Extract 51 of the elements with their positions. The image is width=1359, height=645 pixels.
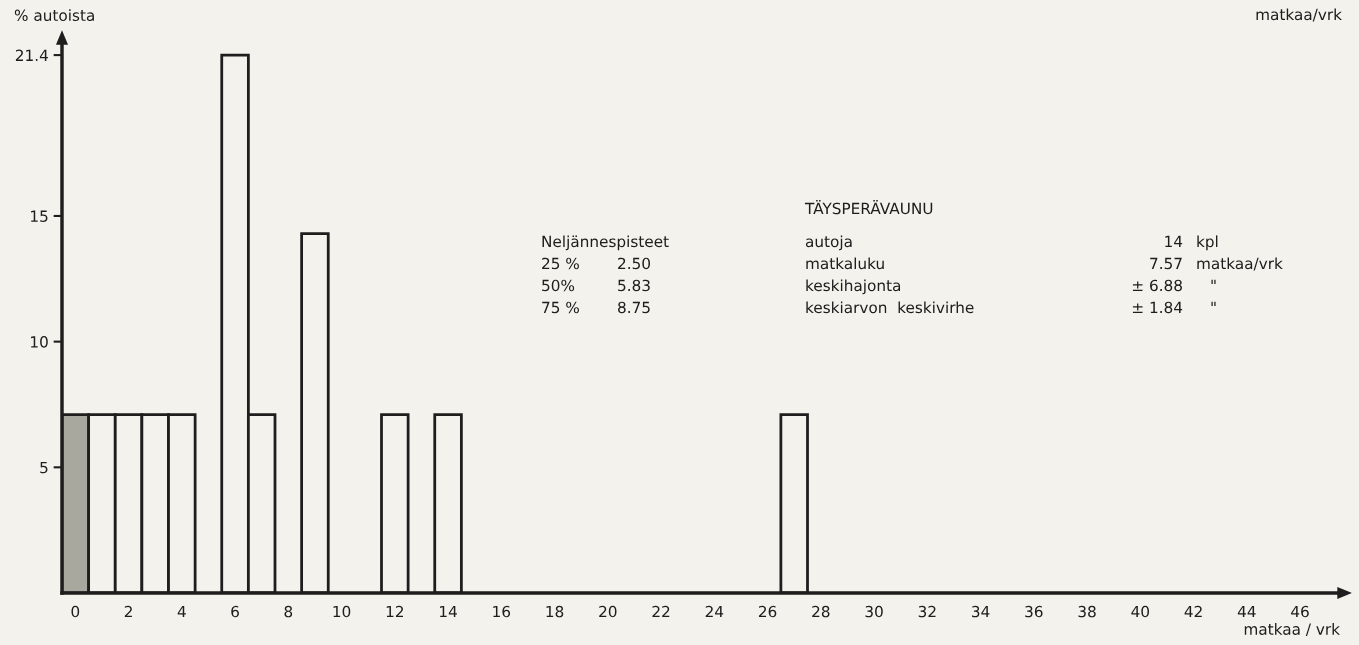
annotation: 8.75: [618, 301, 650, 314]
annotation: matkaluku: [806, 257, 884, 270]
annotation: 7.57: [1150, 257, 1182, 270]
annotation: keskiarvon keskivirhe: [806, 301, 974, 314]
text: TÄYSPERÄVAUNU: [804, 200, 933, 215]
annotation: ± 1.84: [1132, 301, 1183, 314]
x-tick-label: 10: [333, 605, 351, 618]
x-tick-label: 2: [124, 605, 132, 618]
annotation: 50%: [542, 279, 575, 292]
x-tick-label: 14: [440, 605, 457, 618]
y-axis-title: % autoista: [14, 9, 94, 22]
annotation: 25 %: [542, 257, 579, 270]
x-tick-label: 24: [705, 605, 724, 618]
x-tick-label: 16: [493, 605, 511, 618]
x-tick-label: 30: [865, 605, 883, 618]
x-tick-label: 46: [1291, 605, 1309, 618]
x-tick-label: 44: [1237, 605, 1256, 618]
annotation: 5.83: [618, 279, 650, 292]
annotation: ": [1211, 301, 1216, 306]
x-tick-label: 22: [652, 605, 670, 618]
x-tick-label: 32: [918, 605, 936, 618]
x-tick-label: 28: [812, 605, 830, 618]
annotation: matkaa/vrk: [1197, 257, 1283, 271]
y-tick-label: 10: [31, 336, 48, 348]
x-tick-label: 42: [1184, 605, 1202, 618]
x-tick-label: 34: [972, 605, 990, 618]
annotation: ± 6.88: [1132, 279, 1182, 292]
annotation: 2.50: [618, 257, 650, 270]
y-tick-label: 5: [40, 461, 48, 474]
y-tick-label: 21.4: [15, 49, 48, 61]
annotation: ": [1211, 279, 1216, 284]
annotation: 75 %: [542, 301, 579, 314]
x-tick-label: 38: [1078, 605, 1096, 618]
annotation: 14: [1165, 235, 1183, 247]
x-tick-label: 6: [231, 605, 239, 618]
x-tick-label: 36: [1025, 605, 1043, 618]
annotation: keskihajonta: [806, 279, 901, 295]
x-tick-label: 4: [177, 605, 186, 618]
y-tick-label: 15: [31, 210, 48, 222]
x-tick-label: 8: [284, 605, 293, 618]
x-axis-title: matkaa / vrk: [1244, 623, 1340, 637]
text: matkaa/vrk: [1256, 8, 1342, 22]
x-tick-label: 18: [546, 605, 564, 618]
x-tick-label: 12: [386, 605, 403, 618]
x-tick-label: 26: [758, 605, 777, 618]
x-tick-label: 40: [1131, 605, 1150, 618]
annotation: Neljännespisteet: [542, 235, 669, 251]
annotation: kpl: [1197, 235, 1218, 251]
x-tick-label: 20: [599, 605, 617, 618]
annotation: autoja: [805, 235, 852, 251]
x-tick-label: 0: [71, 605, 80, 618]
